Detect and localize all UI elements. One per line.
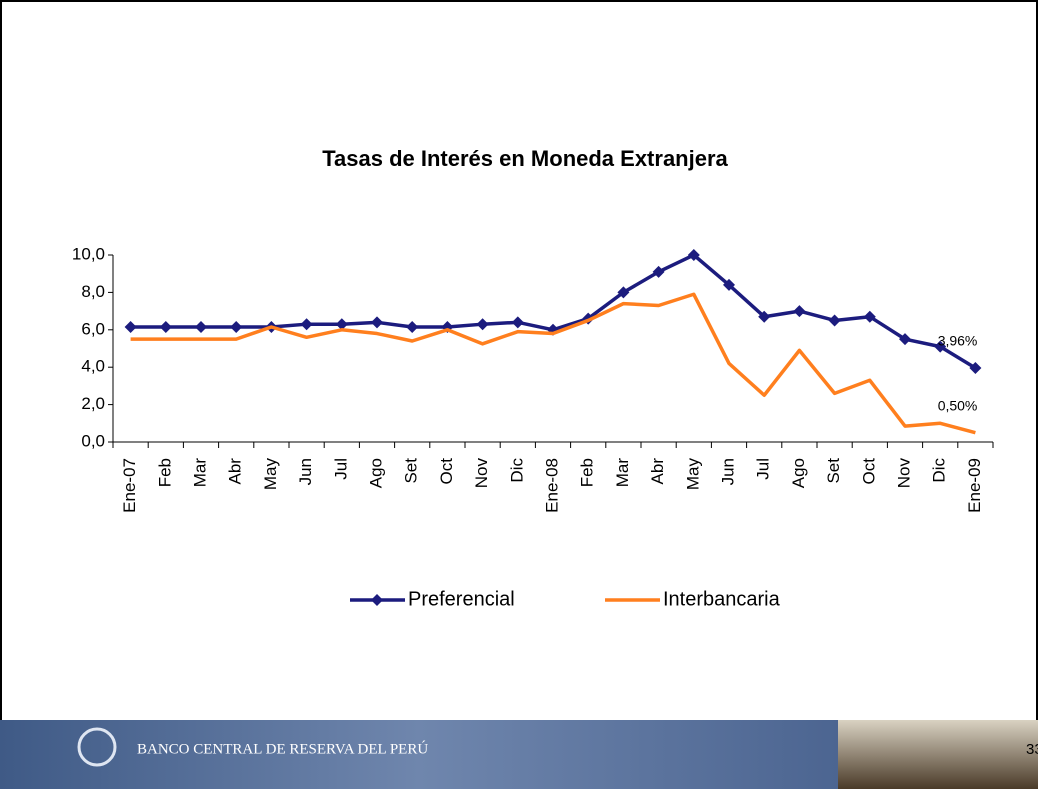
y-tick-label: 6,0	[81, 319, 105, 338]
x-tick-label: Mar	[613, 458, 632, 488]
x-tick-label: Ago	[789, 458, 808, 488]
y-tick-label: 4,0	[81, 357, 105, 376]
marker	[476, 318, 489, 331]
footer-institution: BANCO CENTRAL DE RESERVA DEL PERÚ	[137, 740, 428, 757]
x-tick-label: Feb	[155, 458, 174, 487]
legend-label: Preferencial	[408, 588, 515, 610]
x-tick-label: Ene-07	[120, 458, 139, 513]
x-tick-label: Ene-09	[965, 458, 984, 513]
data-label: 0,50%	[938, 397, 978, 413]
x-tick-label: Jul	[754, 458, 773, 480]
marker	[828, 314, 841, 327]
x-tick-label: Dic	[930, 458, 949, 483]
footer-photo	[838, 720, 1038, 789]
x-tick-label: Ene-08	[542, 458, 561, 513]
marker	[758, 310, 771, 323]
x-tick-label: Jul	[331, 458, 350, 480]
x-tick-label: Set	[824, 458, 843, 484]
marker	[335, 318, 348, 331]
legend-label: Interbancaria	[663, 588, 781, 610]
logo	[77, 727, 117, 767]
marker	[687, 249, 700, 261]
x-tick-label: May	[683, 458, 702, 491]
chart-title: Tasas de Interés en Moneda Extranjera	[322, 146, 728, 171]
x-tick-label: Jun	[718, 458, 737, 485]
marker	[899, 333, 911, 346]
x-tick-label: Nov	[472, 458, 491, 489]
x-tick-label: Ago	[366, 458, 385, 488]
x-tick-label: Oct	[859, 458, 878, 485]
marker	[511, 316, 524, 329]
x-tick-label: Abr	[648, 458, 667, 485]
marker	[195, 320, 207, 333]
marker	[723, 278, 735, 291]
marker	[124, 320, 137, 333]
y-tick-label: 10,0	[72, 244, 105, 263]
footer-band	[0, 720, 838, 789]
x-tick-label: Mar	[190, 458, 209, 488]
x-tick-label: Set	[402, 458, 421, 484]
marker	[406, 320, 419, 333]
marker	[934, 340, 947, 353]
x-tick-label: Jun	[296, 458, 315, 485]
y-tick-label: 0,0	[81, 431, 105, 450]
marker	[159, 320, 172, 333]
marker	[300, 318, 313, 331]
marker	[793, 305, 806, 318]
marker	[863, 310, 876, 323]
series-line	[130, 292, 976, 435]
x-tick-label: May	[261, 458, 280, 491]
y-tick-label: 2,0	[81, 394, 105, 413]
legend-marker	[371, 594, 383, 606]
marker	[617, 286, 630, 299]
x-tick-label: Abr	[226, 458, 245, 485]
x-tick-label: Nov	[894, 458, 913, 489]
data-label: 3,96%	[938, 333, 978, 349]
x-tick-label: Feb	[578, 458, 597, 487]
y-tick-label: 8,0	[81, 282, 105, 301]
marker	[230, 320, 243, 333]
marker	[652, 265, 665, 278]
x-tick-label: Dic	[507, 458, 526, 483]
marker	[371, 316, 383, 329]
x-tick-label: Oct	[437, 458, 456, 485]
page-number: 33	[1026, 741, 1038, 758]
marker	[969, 361, 982, 374]
